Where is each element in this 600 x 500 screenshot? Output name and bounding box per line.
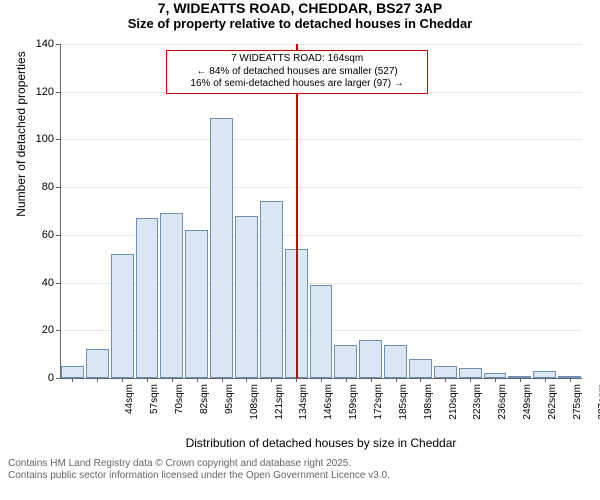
histogram-bar (359, 340, 382, 378)
histogram-bar (260, 201, 283, 378)
histogram-bar (434, 366, 457, 378)
x-axis-label: Distribution of detached houses by size … (60, 436, 582, 450)
gridline (60, 44, 582, 45)
histogram-bar (459, 368, 482, 378)
histogram-bar (235, 216, 258, 378)
footer: Contains HM Land Registry data © Crown c… (8, 458, 390, 482)
chart-title: 7, WIDEATTS ROAD, CHEDDAR, BS27 3AP (0, 0, 600, 16)
x-axis (60, 378, 582, 379)
chart-subtitle: Size of property relative to detached ho… (0, 16, 600, 31)
marker-callout: 7 WIDEATTS ROAD: 164sqm← 84% of detached… (166, 50, 428, 94)
footer-line-1: Contains HM Land Registry data © Crown c… (8, 458, 390, 470)
histogram-bar (409, 359, 432, 378)
y-axis-label: Number of detached properties (14, 0, 28, 301)
gridline (60, 139, 582, 140)
footer-line-2: Contains public sector information licen… (8, 470, 390, 482)
x-tick-label: 185sqm (398, 384, 409, 432)
y-axis (60, 44, 61, 378)
x-tick-label: 275sqm (572, 384, 583, 432)
x-tick-label: 249sqm (522, 384, 533, 432)
histogram-bar (384, 345, 407, 378)
histogram-bar (86, 349, 109, 378)
x-tick-label: 57sqm (149, 384, 160, 432)
histogram-bar (61, 366, 84, 378)
plot-area (60, 44, 582, 378)
histogram-bar (111, 254, 134, 378)
chart-container: 7, WIDEATTS ROAD, CHEDDAR, BS27 3AP Size… (0, 0, 600, 500)
histogram-bar (185, 230, 208, 378)
x-tick-label: 146sqm (323, 384, 334, 432)
callout-line-3: 16% of semi-detached houses are larger (… (171, 78, 423, 91)
x-tick-label: 134sqm (298, 384, 309, 432)
y-tick-label: 20 (0, 324, 54, 336)
x-tick-label: 70sqm (174, 384, 185, 432)
y-tick-label: 0 (0, 372, 54, 384)
x-tick-label: 159sqm (348, 384, 359, 432)
x-tick-label: 198sqm (423, 384, 434, 432)
callout-line-2: ← 84% of detached houses are smaller (52… (171, 66, 423, 79)
x-tick-label: 172sqm (373, 384, 384, 432)
histogram-bar (310, 285, 333, 378)
x-tick-label: 236sqm (497, 384, 508, 432)
gridline (60, 187, 582, 188)
x-tick-label: 44sqm (124, 384, 135, 432)
histogram-bar (533, 371, 556, 378)
histogram-bar (136, 218, 159, 378)
x-tick-label: 121sqm (274, 384, 285, 432)
x-tick-label: 210sqm (448, 384, 459, 432)
histogram-bar (334, 345, 357, 378)
callout-line-1: 7 WIDEATTS ROAD: 164sqm (171, 53, 423, 66)
x-tick-label: 95sqm (224, 384, 235, 432)
histogram-bar (210, 118, 233, 378)
histogram-bar (160, 213, 183, 378)
x-tick-label: 82sqm (199, 384, 210, 432)
x-tick-label: 223sqm (472, 384, 483, 432)
x-tick-label: 108sqm (249, 384, 260, 432)
marker-line (296, 44, 298, 378)
x-tick-label: 262sqm (547, 384, 558, 432)
